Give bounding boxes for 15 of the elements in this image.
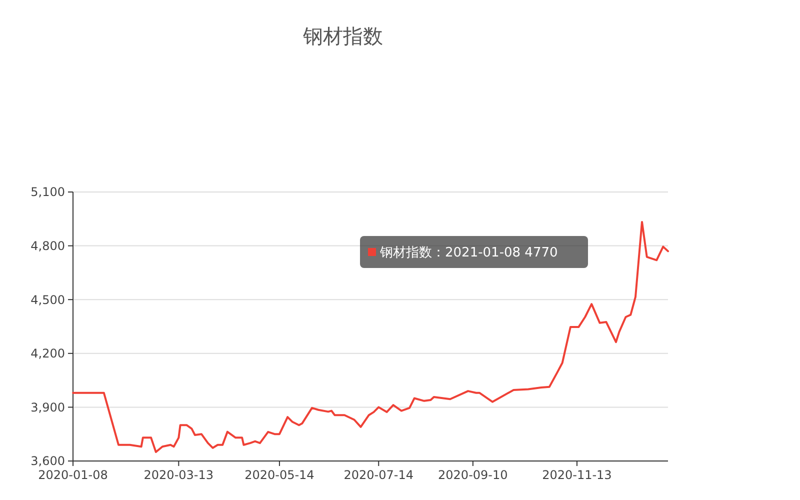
y-tick-label: 4,200 (30, 346, 65, 361)
y-tick-label: 3,900 (30, 400, 65, 414)
chart-title: 钢材指数 (302, 24, 383, 48)
x-tick-label: 2020-03-13 (144, 468, 214, 482)
x-tick-label: 2020-09-10 (438, 468, 508, 482)
y-tick-label: 4,500 (30, 292, 65, 307)
annotation: 钢材指数：2021-01-08 4770 (379, 246, 558, 261)
y-tick-label: 3,600 (30, 454, 65, 468)
y-tick-label: 5,100 (30, 185, 65, 200)
x-tick-label: 2020-05-14 (244, 468, 314, 482)
x-tick-label: 2020-07-14 (344, 468, 414, 482)
y-tick-label: 4,800 (30, 239, 65, 253)
x-tick-label: 2020-11-13 (542, 468, 612, 482)
x-tick-label: 2020-01-08 (38, 468, 108, 482)
line-series (72, 220, 669, 454)
